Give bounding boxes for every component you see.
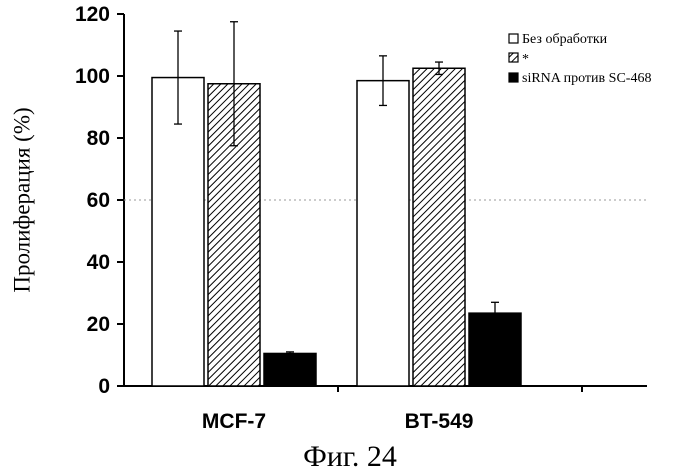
legend-swatch-untreated — [509, 34, 518, 43]
legend-label-sirna: siRNA против SC-468 — [522, 71, 651, 86]
legend-label-control: * — [522, 52, 529, 67]
figure-caption: Фиг. 24 — [303, 440, 397, 473]
y-tick-label: 60 — [87, 189, 110, 212]
legend-label-untreated: Без обработки — [522, 32, 608, 47]
bar-sirna-mcf-7 — [264, 353, 316, 386]
legend: Без обработки * siRNA против SC-468 — [509, 32, 651, 86]
y-tick-label: 100 — [75, 65, 110, 88]
category-label: MCF-7 — [202, 410, 266, 433]
y-tick-label: 120 — [75, 3, 110, 26]
bar-untreated-bt-549 — [357, 81, 409, 386]
y-tick-label: 0 — [98, 375, 110, 398]
y-ticks: 0 20 40 60 80 100 120 — [75, 3, 124, 398]
category-labels: MCF-7 BT-549 — [202, 410, 474, 433]
legend-swatch-sirna — [509, 73, 518, 82]
bar-control-bt-549 — [413, 68, 465, 386]
y-tick-label: 40 — [87, 251, 110, 274]
y-tick-label: 80 — [87, 127, 110, 150]
category-label: BT-549 — [405, 410, 474, 433]
legend-swatch-control — [509, 53, 518, 62]
y-axis-label: Пролиферация (%) — [9, 107, 34, 292]
y-tick-label: 20 — [87, 313, 110, 336]
